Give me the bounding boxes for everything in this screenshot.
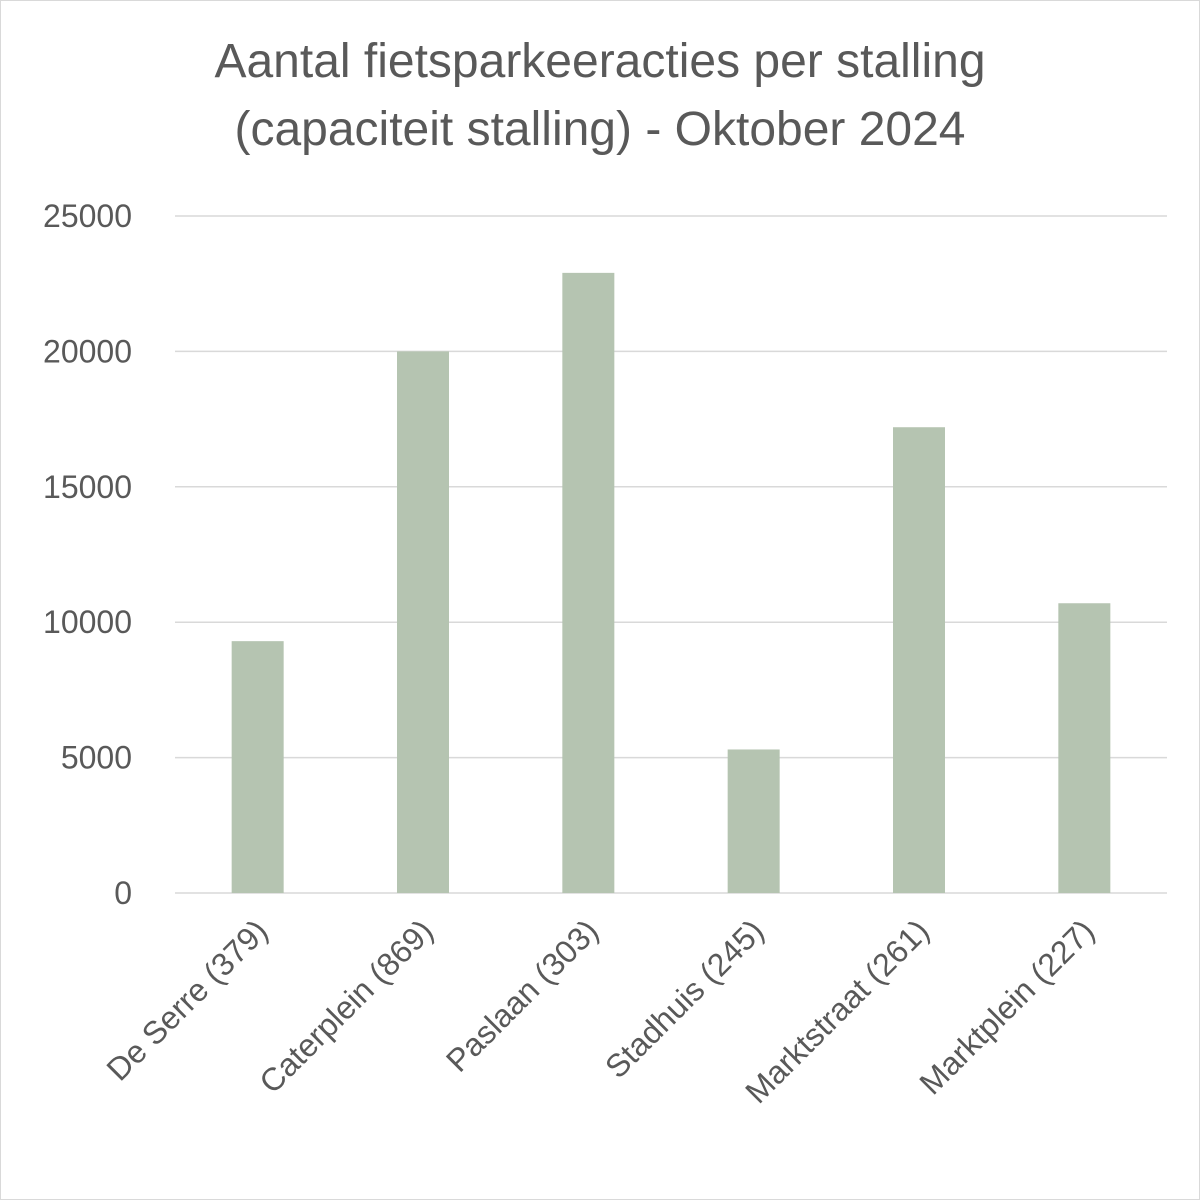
chart-title-line-2: (capaciteit stalling) - Oktober 2024 bbox=[234, 103, 966, 156]
bar bbox=[727, 749, 780, 893]
chart-title-line-1: Aantal fietsparkeeracties per stalling bbox=[214, 35, 986, 88]
bar bbox=[1058, 603, 1111, 893]
x-tick-label: Marktplein (227) bbox=[912, 912, 1101, 1101]
y-tick-label: 5000 bbox=[61, 740, 132, 776]
y-tick-label: 0 bbox=[114, 875, 132, 911]
bar bbox=[562, 272, 615, 893]
x-tick-label: De Serre (379) bbox=[100, 912, 275, 1087]
y-tick-label: 10000 bbox=[43, 604, 132, 640]
x-tick-label: Marktstraat (261) bbox=[738, 912, 936, 1110]
x-tick-label: Stadhuis (245) bbox=[598, 912, 771, 1085]
gridlines bbox=[175, 215, 1167, 894]
x-tick-label: Caterplein (869) bbox=[252, 912, 440, 1100]
chart-title: Aantal fietsparkeeracties per stalling (… bbox=[0, 28, 1200, 164]
x-tick-label: Paslaan (303) bbox=[439, 912, 605, 1078]
y-axis-ticks: 0 5000 10000 15000 20000 25000 bbox=[43, 198, 132, 911]
y-tick-label: 20000 bbox=[43, 333, 132, 369]
x-axis-ticks: De Serre (379)Caterplein (869)Paslaan (3… bbox=[100, 912, 1102, 1110]
y-tick-label: 25000 bbox=[43, 198, 132, 234]
bar bbox=[893, 427, 945, 893]
bar bbox=[231, 641, 284, 893]
y-tick-label: 15000 bbox=[43, 469, 132, 505]
bar bbox=[397, 351, 449, 893]
bars bbox=[231, 272, 1111, 893]
